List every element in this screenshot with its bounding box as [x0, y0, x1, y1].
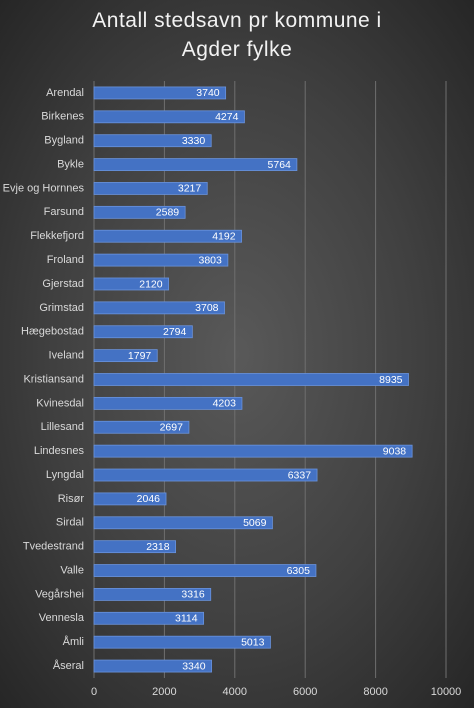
- y-tick-label: Valle: [60, 564, 84, 576]
- data-label: 2046: [137, 493, 161, 505]
- x-tick-label: 10000: [431, 686, 462, 698]
- data-label: 2697: [160, 422, 184, 434]
- bar: [93, 134, 212, 148]
- bar: [93, 444, 413, 458]
- data-label: 4274: [215, 111, 239, 123]
- y-tick-label: Kristiansand: [23, 373, 84, 385]
- bar: [93, 158, 298, 171]
- y-tick-label: Farsund: [44, 206, 84, 218]
- y-tick-label: Vennesla: [39, 612, 85, 624]
- y-tick-label: Flekkefjord: [30, 230, 84, 242]
- x-tick-label: 4000: [223, 686, 247, 698]
- y-tick-label: Froland: [47, 254, 84, 266]
- data-label: 5764: [268, 159, 292, 171]
- data-label: 3330: [182, 135, 206, 147]
- chart-title: Antall stedsavn pr kommune i Agder fylke: [92, 9, 382, 61]
- bar: [93, 182, 208, 195]
- bar: [93, 468, 318, 482]
- bar: [93, 420, 190, 434]
- data-label: 3217: [178, 183, 202, 195]
- y-tick-label: Iveland: [49, 350, 84, 362]
- data-label: 3740: [196, 87, 220, 99]
- data-label: 5013: [241, 636, 265, 648]
- data-label: 3114: [175, 613, 198, 625]
- y-tick-label: Tvedestrand: [23, 541, 84, 553]
- bar: [93, 635, 271, 649]
- y-tick-label: Åmli: [63, 635, 84, 648]
- data-label: 2120: [139, 278, 163, 290]
- y-tick-label: Risør: [58, 493, 85, 505]
- y-tick-label: Sirdal: [56, 517, 84, 529]
- bar: [93, 229, 242, 243]
- y-tick-label: Kvinesdal: [36, 397, 84, 409]
- y-tick-label: Bykle: [57, 158, 84, 170]
- data-label: 2794: [163, 326, 187, 338]
- y-tick-label: Lindesnes: [34, 445, 85, 457]
- y-tick-label: Birkenes: [41, 111, 84, 123]
- bar: [93, 396, 243, 410]
- data-label: 2589: [156, 207, 180, 219]
- data-label: 2318: [146, 541, 170, 553]
- bar: [93, 516, 273, 530]
- data-label: 6337: [288, 469, 312, 481]
- y-tick-label: Gjerstad: [42, 278, 84, 290]
- y-tick-label: Evje og Hornnes: [3, 182, 85, 194]
- y-tick-label: Arendal: [46, 87, 84, 99]
- x-tick-label: 2000: [152, 686, 176, 698]
- bar: [93, 373, 409, 386]
- y-tick-label: Grimstad: [39, 302, 84, 314]
- bar: [93, 611, 205, 625]
- data-label: 4192: [212, 231, 236, 243]
- bar: [93, 540, 176, 554]
- bar: [93, 492, 167, 506]
- bar: [93, 301, 225, 315]
- data-label: 3803: [199, 254, 223, 266]
- x-tick-label: 0: [91, 686, 97, 698]
- data-label: 6305: [287, 565, 311, 577]
- bar: [93, 325, 193, 339]
- x-tick-label: 8000: [363, 686, 387, 698]
- y-tick-label: Lyngdal: [46, 469, 84, 481]
- data-label: 3316: [181, 589, 205, 601]
- y-tick-label: Hægebostad: [21, 326, 84, 338]
- data-label: 1797: [128, 350, 152, 362]
- y-tick-label: Bygland: [44, 135, 84, 147]
- bar: [93, 659, 212, 673]
- bar: [93, 253, 229, 267]
- bar: [93, 205, 186, 219]
- data-label: 4203: [213, 398, 237, 410]
- data-label: 9038: [383, 445, 407, 457]
- y-tick-label: Lillesand: [41, 421, 84, 433]
- bar: [93, 588, 212, 601]
- data-label: 3708: [195, 302, 219, 314]
- data-label: 3340: [182, 660, 206, 672]
- bar: [93, 349, 158, 363]
- x-tick-label: 6000: [293, 686, 317, 698]
- data-label: 8935: [379, 374, 403, 386]
- bar: [93, 564, 317, 577]
- bar: [93, 277, 170, 291]
- data-label: 5069: [243, 517, 267, 529]
- bar: [93, 86, 227, 100]
- bar: [93, 110, 245, 124]
- y-tick-label: Åseral: [53, 659, 84, 672]
- y-tick-label: Vegårshei: [35, 588, 84, 600]
